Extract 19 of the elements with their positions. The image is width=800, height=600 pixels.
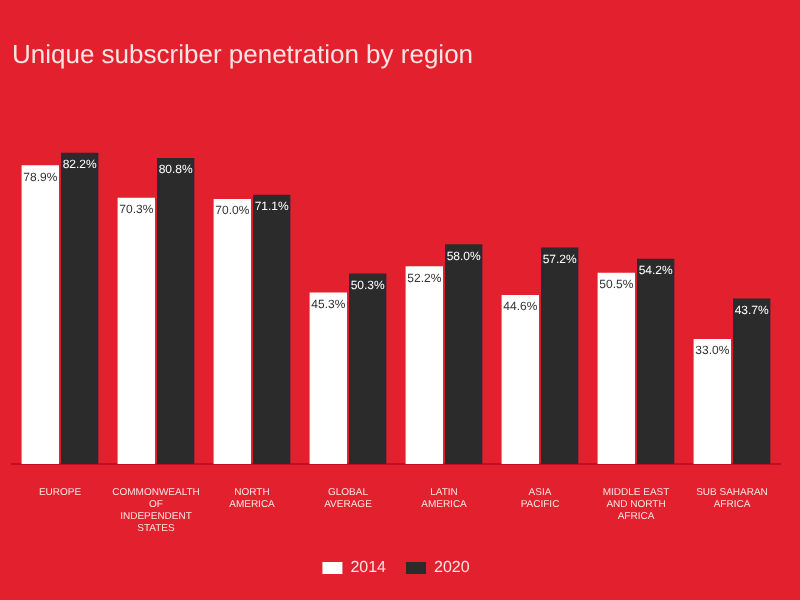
bar bbox=[540, 247, 579, 464]
bar bbox=[21, 165, 60, 464]
legend-label: 2020 bbox=[434, 558, 471, 577]
bar bbox=[732, 298, 771, 464]
bar bbox=[213, 198, 252, 464]
bar bbox=[636, 258, 675, 464]
legend-label: 2014 bbox=[350, 558, 388, 577]
bar bbox=[309, 292, 348, 464]
bar bbox=[348, 273, 387, 464]
bar bbox=[693, 339, 732, 464]
bar bbox=[444, 244, 483, 464]
bar bbox=[156, 158, 195, 464]
chart-title: Unique subscriber penetration by region bbox=[12, 38, 474, 69]
bar bbox=[117, 197, 156, 464]
bar bbox=[60, 152, 99, 464]
bar bbox=[405, 266, 444, 464]
bar bbox=[501, 295, 540, 464]
bar bbox=[252, 194, 291, 464]
bar bbox=[597, 272, 636, 464]
